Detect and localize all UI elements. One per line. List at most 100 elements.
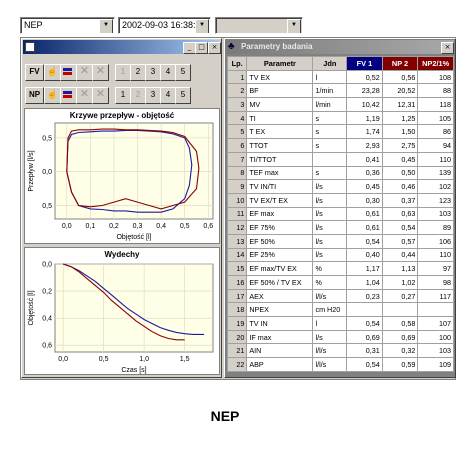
- row-parametr: AEX: [246, 288, 314, 304]
- fv-curve-3-button[interactable]: 3: [145, 64, 161, 81]
- cursor-icon[interactable]: ☝: [44, 87, 61, 104]
- x-tick-label: 0,0: [58, 356, 68, 363]
- np-curve-5-button[interactable]: 5: [175, 87, 191, 104]
- table-row[interactable]: 1 TV EX l 0,52 0,56 108: [226, 69, 454, 85]
- np-row-label[interactable]: NP: [25, 87, 44, 104]
- row-fv1: 1,74: [346, 124, 383, 140]
- y-tick-label: 0,0: [42, 262, 52, 269]
- empty-combo[interactable]: ▼: [215, 17, 303, 34]
- y-tick-label: 0,5: [42, 203, 52, 210]
- row-fv1: 10,42: [346, 97, 383, 112]
- table-row[interactable]: 7 TI/TTOT 0,41 0,45 110: [226, 151, 454, 167]
- col-np2[interactable]: NP 2: [381, 56, 419, 71]
- series-line-np-2: [66, 128, 200, 210]
- table-row[interactable]: 9 TV IN/TI l/s 0,45 0,46 102: [226, 179, 454, 194]
- maximize-icon[interactable]: □: [195, 42, 208, 54]
- colors-icon[interactable]: [60, 64, 77, 81]
- row-percent: 103: [417, 343, 454, 359]
- row-fv1: 0,54: [346, 233, 383, 249]
- row-fv1: 0,30: [346, 192, 383, 208]
- table-row[interactable]: 17 AEX l/l/s 0,23 0,27 117: [226, 288, 454, 304]
- table-row[interactable]: 12 EF 75% l/s 0,61 0,54 89: [226, 220, 454, 235]
- series-line-fv-1: [62, 263, 205, 335]
- row-lp: 16: [226, 275, 248, 290]
- patient-combo[interactable]: NEP ▼: [20, 17, 115, 34]
- table-row[interactable]: 10 TV EX/T EX l/s 0,30 0,37 123: [226, 192, 454, 208]
- table-row[interactable]: 16 EF 50% / TV EX% 1,04 1,02 98: [226, 275, 454, 290]
- table-row[interactable]: 6 TTOT s 2,93 2,75 94: [226, 138, 454, 153]
- table-row[interactable]: 20 IF max l/s 0,69 0,69 100: [226, 329, 454, 345]
- table-row[interactable]: 4 TI s 1,19 1,25 105: [226, 110, 454, 126]
- col-parametr[interactable]: Parametr: [246, 56, 314, 71]
- chevron-down-icon[interactable]: ▼: [287, 19, 301, 33]
- row-lp: 5: [226, 124, 248, 140]
- row-fv1: 0,31: [346, 343, 383, 359]
- colors-icon[interactable]: [60, 87, 77, 104]
- table-row[interactable]: 8 TEF max s 0,36 0,50 139: [226, 165, 454, 181]
- row-parametr: ABP: [246, 357, 314, 372]
- col-lp[interactable]: Lp.: [226, 56, 248, 71]
- delete-x-icon[interactable]: ✕: [76, 87, 93, 104]
- x-tick-label: 0,2: [109, 223, 119, 230]
- table-row[interactable]: 11 EF max l/s 0,61 0,63 103: [226, 206, 454, 222]
- np-curve-3-button[interactable]: 3: [145, 87, 161, 104]
- row-np2: 0,44: [381, 247, 419, 263]
- row-jdn: s: [312, 138, 348, 153]
- row-fv1: 0,54: [346, 316, 383, 331]
- table-row[interactable]: 15 EF max/TV EX% 1,17 1,13 97: [226, 261, 454, 276]
- clear-x-icon[interactable]: ✕: [92, 64, 109, 81]
- np-curve-4-button[interactable]: 4: [160, 87, 176, 104]
- table-row[interactable]: 13 EF 50% l/s 0,54 0,57 106: [226, 233, 454, 249]
- np-curve-2-button[interactable]: 2: [130, 87, 146, 104]
- row-np2: 20,52: [381, 83, 419, 99]
- row-fv1: 0,45: [346, 179, 383, 194]
- table-row[interactable]: 2 BF 1/min 23,28 20,52 88: [226, 83, 454, 99]
- col-fv1[interactable]: FV 1: [346, 56, 383, 71]
- delete-x-icon[interactable]: ✕: [76, 64, 93, 81]
- chevron-down-icon[interactable]: ▼: [99, 19, 113, 33]
- table-row[interactable]: 14 EF 25% l/s 0,40 0,44 110: [226, 247, 454, 263]
- fv-row-label[interactable]: FV: [25, 64, 44, 81]
- clear-x-icon[interactable]: ✕: [92, 87, 109, 104]
- fv-curve-2-button[interactable]: 2: [130, 64, 146, 81]
- y-axis-label: Przepływ [l/s]: [28, 150, 35, 191]
- charts-window-titlebar[interactable]: _ □ ×: [23, 40, 221, 54]
- table-row[interactable]: 3 MV l/min 10,42 12,31 118: [226, 97, 454, 112]
- date-combo[interactable]: 2002-09-03 16:38:57 ▼: [118, 17, 211, 34]
- row-fv1: 1,04: [346, 275, 383, 290]
- x-axis-label: Objętość [l]: [116, 234, 151, 241]
- row-lp: 21: [226, 343, 248, 359]
- row-np2: 1,13: [381, 261, 419, 276]
- row-parametr: EF max/TV EX: [246, 261, 314, 276]
- close-icon[interactable]: ×: [208, 42, 221, 54]
- row-jdn: l: [312, 69, 348, 85]
- fv-curve-5-button[interactable]: 5: [175, 64, 191, 81]
- x-tick-label: 0,0: [62, 223, 72, 230]
- row-parametr: EF max: [246, 206, 314, 222]
- fv-curve-4-button[interactable]: 4: [160, 64, 176, 81]
- table-row[interactable]: 18 NPEX cm H20: [226, 302, 454, 318]
- chevron-down-icon[interactable]: ▼: [195, 19, 209, 33]
- row-percent: 107: [417, 316, 454, 331]
- row-fv1: 0,36: [346, 165, 383, 181]
- row-parametr: T EX: [246, 124, 314, 140]
- row-percent: 97: [417, 261, 454, 276]
- cursor-icon[interactable]: ☝: [44, 64, 61, 81]
- table-row[interactable]: 22 ABP l/l/s 0,54 0,59 109: [226, 357, 454, 372]
- row-jdn: l: [312, 316, 348, 331]
- fv-curve-1-button[interactable]: 1: [115, 64, 131, 81]
- table-row[interactable]: 19 TV IN l 0,54 0,58 107: [226, 316, 454, 331]
- row-parametr: EF 50% / TV EX: [246, 275, 314, 290]
- flow-volume-chart: 0,0 0,1 0,2 0,3 0,4 0,5 0,6 0,5 0,0 0,5 Objętość […: [28, 122, 214, 241]
- row-fv1: 23,28: [346, 83, 383, 99]
- row-lp: 6: [226, 138, 248, 153]
- col-jdn[interactable]: Jdn: [312, 56, 348, 71]
- close-icon[interactable]: ×: [441, 42, 454, 54]
- parameters-window-titlebar[interactable]: ♣ Parametry badania ×: [226, 40, 454, 54]
- col-np2-1-percent[interactable]: NP2/1%: [417, 56, 454, 71]
- y-tick-label: 0,6: [42, 343, 52, 350]
- row-lp: 8: [226, 165, 248, 181]
- np-curve-1-button[interactable]: 1: [115, 87, 131, 104]
- table-row[interactable]: 21 AIN l/l/s 0,31 0,32 103: [226, 343, 454, 359]
